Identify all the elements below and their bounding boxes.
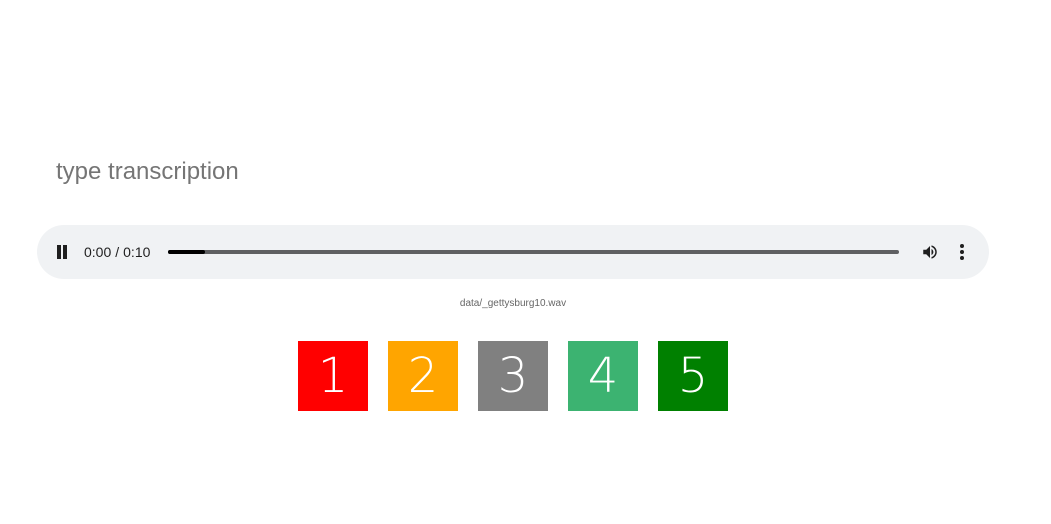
rating-buttons: 1 2 3 4 5 xyxy=(298,341,728,411)
current-time: 0:00 xyxy=(84,244,112,260)
audio-player: 0:00/0:10 xyxy=(37,225,989,279)
rating-button-2[interactable]: 2 xyxy=(388,341,458,411)
pause-icon[interactable] xyxy=(56,245,68,259)
progress-bar[interactable] xyxy=(168,250,899,254)
more-vert-icon[interactable] xyxy=(958,243,966,261)
rating-button-5[interactable]: 5 xyxy=(658,341,728,411)
transcription-input[interactable] xyxy=(56,152,956,192)
volume-icon[interactable] xyxy=(921,243,939,261)
audio-filename: data/_gettysburg10.wav xyxy=(459,298,567,309)
time-separator: / xyxy=(115,244,120,260)
rating-button-4[interactable]: 4 xyxy=(568,341,638,411)
progress-fill xyxy=(168,250,205,254)
duration: 0:10 xyxy=(123,244,151,260)
rating-button-3[interactable]: 3 xyxy=(478,341,548,411)
rating-button-1[interactable]: 1 xyxy=(298,341,368,411)
time-display: 0:00/0:10 xyxy=(84,242,150,262)
